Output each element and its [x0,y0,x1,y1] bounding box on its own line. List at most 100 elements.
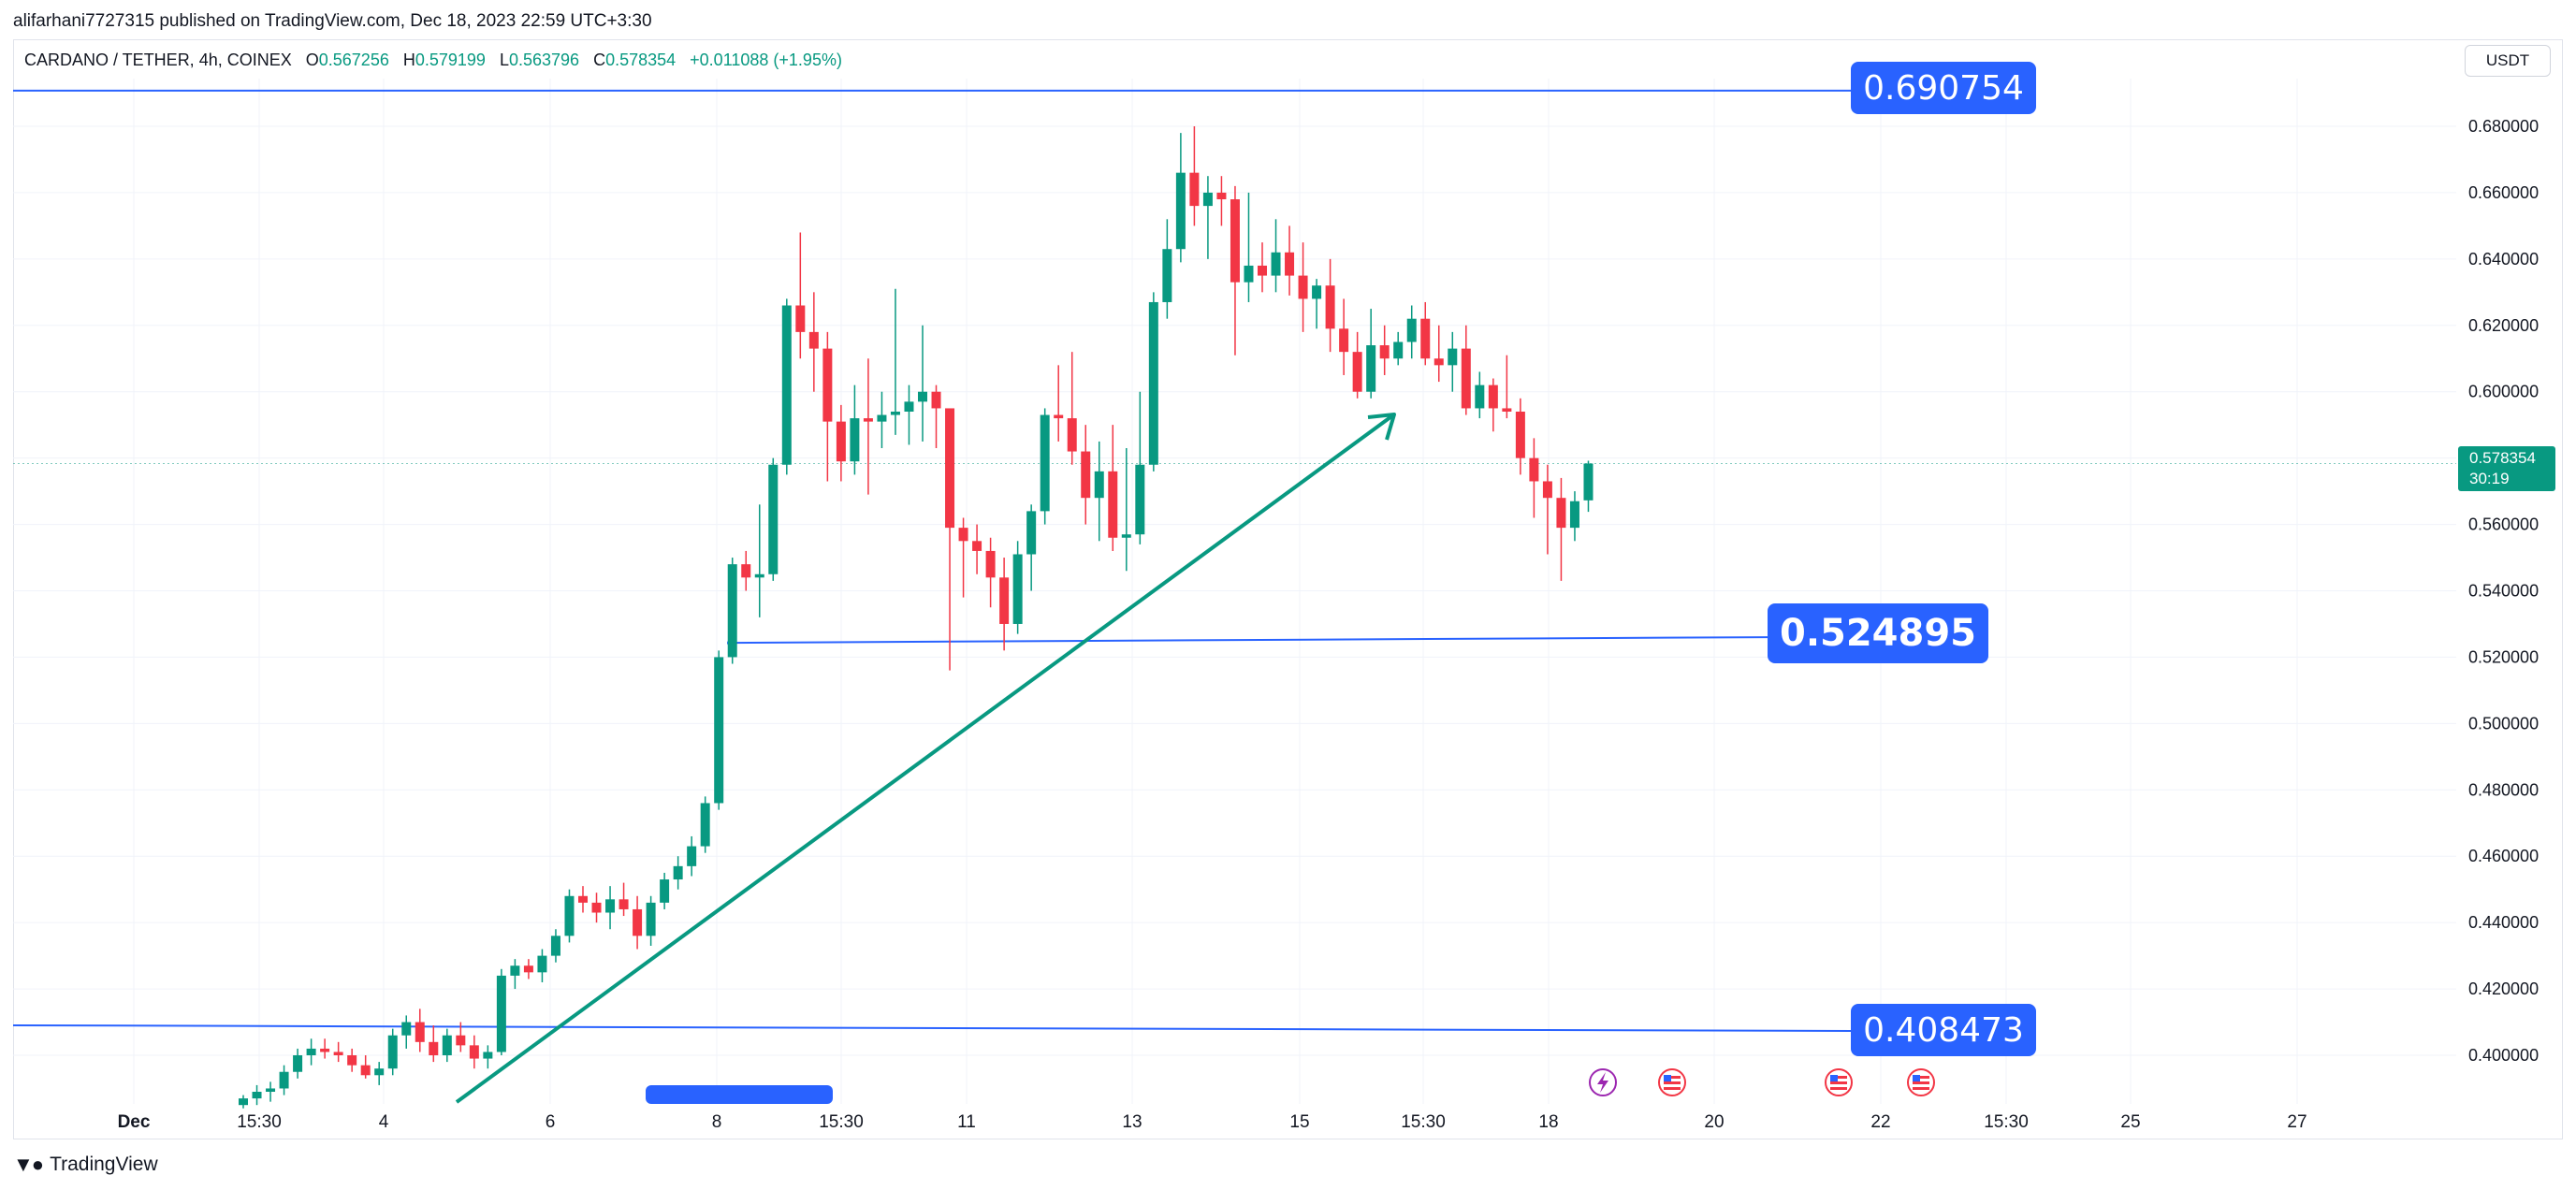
candle-up [306,1038,316,1066]
candle-body [1202,192,1213,207]
candle-body [985,550,996,578]
candle-body [1393,341,1404,359]
candle-body [306,1048,316,1055]
candle-up [537,949,547,982]
level-label-top-text: 0.690754 [1863,68,2024,108]
candle-body [1583,463,1594,501]
candle-body [1108,471,1118,538]
candle-down [429,1025,439,1063]
candle-down [633,895,643,950]
candle-up [266,1081,276,1102]
candle-body [523,965,533,973]
candle-down [469,1035,479,1069]
candle-up [1148,292,1158,472]
candle-up [564,889,575,943]
publisher-line: alifarhani7727315 published on TradingVi… [13,11,652,31]
close-value: 0.578354 [605,51,677,69]
candle-up [387,1028,398,1076]
candle-up [1202,176,1213,259]
candle-body [619,899,629,909]
candle-down [320,1038,330,1059]
level-label-bottom[interactable]: 0.408473 [1851,1004,2036,1056]
candle-up [904,385,914,445]
horizontal-levels [12,89,2456,1032]
candle-body [537,955,547,973]
flag-canton [1664,1075,1671,1081]
candle-body [1406,318,1417,342]
candle-down [1461,325,1471,415]
flag-stripe [1830,1081,1847,1084]
candle-up [700,796,710,853]
candle-body [591,902,602,913]
candle-down [1488,378,1498,432]
candle-up [1162,219,1172,319]
level-label-top[interactable]: 0.690754 [1851,62,2036,114]
candle-up [754,504,764,617]
candle-down [1379,325,1390,375]
candle-body [1230,199,1240,283]
candle-body [700,803,710,847]
candle-body [387,1035,398,1069]
candle-body [999,577,1010,624]
price-tick-label: 0.660000 [2468,183,2539,202]
candle-up [1583,460,1594,513]
last-price-tag: 0.578354 30:19 [2458,446,2555,491]
candle-up [1040,408,1050,525]
candle-down [1189,126,1200,226]
candle-down [1434,325,1444,383]
candle-body [347,1055,357,1066]
time-tick-label: 25 [2120,1112,2140,1132]
candle-body [496,975,506,1052]
currency-button[interactable]: USDT [2465,45,2551,77]
candle-body [727,564,737,658]
candle-down [360,1055,371,1079]
candle-body [429,1041,439,1055]
flag-stripe [1830,1087,1847,1090]
candle-body [374,1068,385,1076]
tradingview-brand[interactable]: ▼● TradingView [13,1153,158,1177]
candle-up [1271,219,1281,293]
candle-body [550,936,560,956]
price-tick-label: 0.640000 [2468,250,2539,268]
candle-body [904,401,914,412]
time-tick-label: 15:30 [1401,1112,1446,1132]
high-value: 0.579199 [415,51,486,69]
candle-up [1026,504,1037,591]
low-value: 0.563796 [508,51,580,69]
candle-down [958,517,968,598]
candle-down [808,292,819,392]
time-tick-label: 15:30 [819,1112,864,1132]
candle-down [1542,464,1552,555]
candle-down [347,1048,357,1072]
bar-countdown: 30:19 [2469,470,2510,487]
candle-body [1379,345,1390,359]
candle-down [1502,355,1512,419]
candle-body [633,908,643,936]
candle-body [945,408,955,529]
candle-down [415,1009,425,1052]
candle-body [1461,348,1471,409]
candle-body [1502,408,1512,412]
candle-body [918,391,927,402]
candle-up [768,457,779,581]
candle-body [822,348,833,422]
candle-body [1475,385,1485,409]
candle-down [741,550,751,591]
candle-body [890,411,900,415]
candle-down [945,408,955,671]
candle-up [279,1065,289,1096]
time-tick-label: 11 [957,1112,976,1132]
candle-up [483,1045,493,1069]
candle-down [1216,176,1227,226]
candle-body [741,564,751,578]
candle-body [646,902,656,936]
chart-frame [13,39,2563,1139]
candle-body [1244,265,1254,283]
level-label-mid[interactable]: 0.524895 [1768,603,1988,663]
candle-body [510,965,520,976]
candle-body [1148,301,1158,465]
flag-stripe [1830,1076,1847,1079]
candle-down [863,358,873,495]
flag-canton [1913,1075,1920,1081]
